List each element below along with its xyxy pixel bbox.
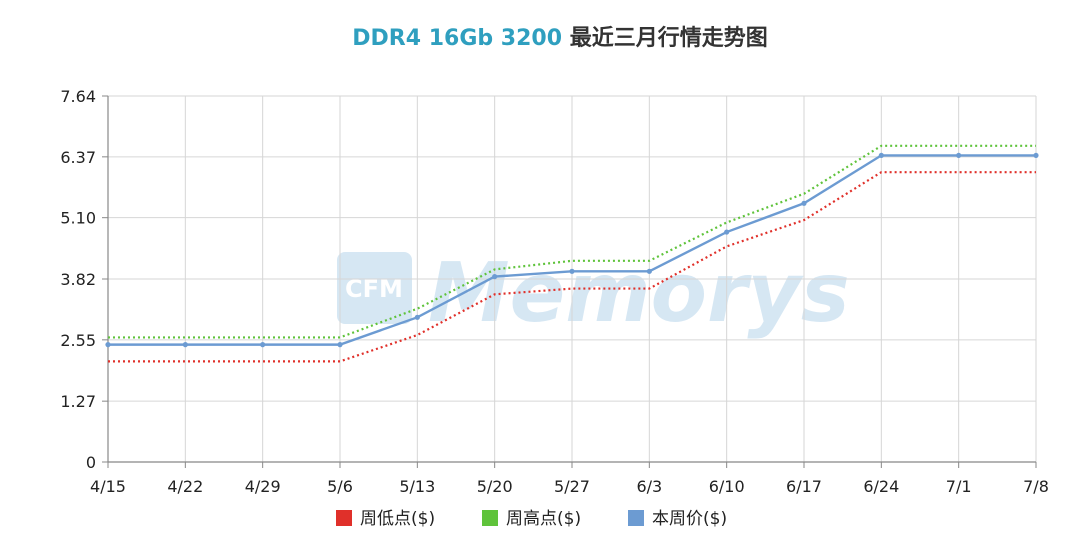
x-tick-label: 4/15	[90, 477, 126, 496]
series-point	[801, 200, 807, 206]
legend-label: 本周价($)	[652, 509, 727, 529]
legend-label: 周高点($)	[506, 509, 581, 529]
y-tick-label: 1.27	[60, 392, 96, 411]
chart-title: DDR4 16Gb 3200 最近三月行情走势图	[352, 25, 767, 51]
chart-title-accent: DDR4 16Gb 3200	[352, 26, 562, 51]
y-tick-label: 3.82	[60, 270, 96, 289]
y-tick-label: 7.64	[60, 87, 96, 106]
x-tick-label: 6/24	[863, 477, 899, 496]
x-tick-label: 6/10	[709, 477, 745, 496]
y-tick-label: 6.37	[60, 148, 96, 167]
legend-swatch	[628, 510, 644, 526]
x-tick-label: 4/29	[245, 477, 281, 496]
series-point	[878, 152, 884, 159]
x-tick-label: 5/6	[327, 477, 353, 496]
x-tick-label: 5/20	[477, 477, 513, 496]
y-tick-label: 5.10	[60, 209, 96, 228]
series-line-1	[108, 171, 1036, 363]
x-tick-label: 6/17	[786, 477, 822, 496]
series-point	[414, 314, 420, 320]
watermark-logo-text: CFM	[345, 275, 403, 303]
x-tick-label: 7/8	[1023, 477, 1049, 496]
legend-swatch	[482, 510, 498, 526]
series-point	[646, 268, 652, 274]
legend: 周低点($) 周高点($) 本周价($)	[336, 509, 727, 529]
x-tick-label: 6/3	[636, 477, 662, 496]
watermark-logo-box	[337, 252, 412, 324]
series-point	[105, 342, 111, 348]
series-point	[724, 229, 730, 235]
series-point	[1033, 152, 1039, 159]
chart-title-rest: 最近三月行情走势图	[562, 25, 768, 51]
x-tick-label: 5/13	[399, 477, 435, 496]
series-point	[260, 342, 266, 348]
series-line-2	[108, 144, 1036, 339]
series	[105, 144, 1039, 363]
y-tick-label: 0	[86, 453, 96, 472]
series-point	[337, 342, 343, 348]
grid	[108, 95, 1037, 462]
axes: 0 1.27 2.55 3.82 5.10 6.37 7.64 4/15 4/22 4/29 5/6…	[60, 87, 1049, 496]
legend-swatch	[336, 510, 352, 526]
series-point	[182, 342, 188, 348]
series-point	[569, 268, 575, 274]
legend-label: 周低点($)	[360, 509, 435, 529]
y-tick-label: 2.55	[60, 331, 96, 350]
series-point	[956, 152, 962, 159]
x-tick-label: 5/27	[554, 477, 590, 496]
series-point	[492, 274, 498, 280]
x-tick-label: 7/1	[946, 477, 972, 496]
x-tick-label: 4/22	[167, 477, 203, 496]
